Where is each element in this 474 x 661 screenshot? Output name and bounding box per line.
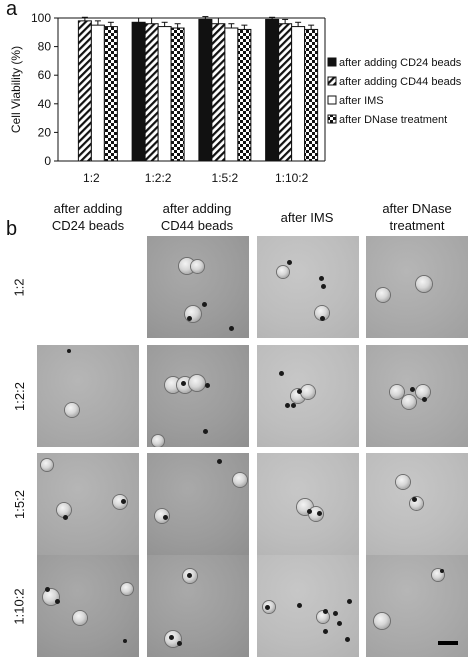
- bar-1-5-2-solid: [198, 18, 213, 162]
- bar-1-5-2-checker: [237, 28, 252, 162]
- panel-b-label: b: [6, 218, 18, 240]
- bar-1-2-2-empty: [157, 26, 172, 162]
- bar-1-10-2-hatch: [278, 23, 293, 162]
- bar-1-10-2-checker: [304, 28, 319, 162]
- legend-entry: after DNase treatment: [339, 114, 447, 126]
- micrograph-1-5-2-cd24: [37, 453, 139, 555]
- bar-1-5-2-hatch: [211, 23, 226, 162]
- micrograph-1-2-dnase: [366, 236, 468, 338]
- x-tick-label: 1:2: [83, 171, 100, 185]
- micrograph-1-2-2-cd44: [147, 345, 249, 447]
- bar-1-2-2-solid: [131, 21, 146, 162]
- micrograph-1-2-ims: [257, 236, 359, 338]
- y-axis-label: Cell Viability (%): [9, 46, 23, 133]
- micrograph-1-2-2-cd24: [37, 345, 139, 447]
- x-tick-label: 1:10:2: [275, 171, 309, 185]
- legend-swatch-hatch: [327, 76, 337, 86]
- micrograph-1-2-2-dnase: [366, 345, 468, 447]
- bar-1-2-2-hatch: [144, 23, 159, 162]
- column-header-cd24: after adding CD24 beads: [51, 201, 125, 233]
- legend-swatch-checker: [327, 114, 337, 124]
- x-tick-label: 1:5:2: [212, 171, 239, 185]
- micrograph-1-5-2-cd44: [147, 453, 249, 555]
- bar-chart: 0 20 40 60 80 100 Cell Viability (%) 1:2 1:2:2 1:…: [9, 11, 462, 185]
- micrograph-1-10-2-dnase: [366, 555, 468, 657]
- micrograph-1-10-2-cd44: [147, 555, 249, 657]
- column-header-dnase: after DNase treatment: [382, 201, 452, 233]
- legend-swatch-empty: [327, 95, 337, 105]
- scale-bar: [438, 641, 458, 645]
- y-tick-label: 40: [38, 97, 52, 111]
- legend-entry: after IMS: [339, 95, 384, 107]
- y-tick-label: 20: [38, 125, 52, 139]
- bar-1-2-checker: [103, 26, 118, 162]
- bar-1-2-empty: [90, 24, 105, 162]
- legend-entry: after adding CD44 beads: [339, 76, 462, 88]
- panel-a-label: a: [6, 0, 18, 20]
- y-tick-label: 60: [38, 68, 52, 82]
- micrograph-1-2-cd44: [147, 236, 249, 338]
- y-tick-label: 80: [38, 40, 52, 54]
- bar-1-2-hatch: [77, 20, 92, 162]
- micrograph-1-2-2-ims: [257, 345, 359, 447]
- legend-swatch-solid: [327, 57, 337, 67]
- micrograph-1-10-2-ims: [257, 555, 359, 657]
- bar-1-10-2-empty: [291, 26, 306, 162]
- bar-1-2-2-checker: [170, 27, 185, 162]
- row-label-1-10-2: 1:10:2: [11, 587, 27, 625]
- y-tick-label: 0: [44, 154, 51, 168]
- column-header-ims: after IMS: [280, 210, 334, 225]
- micrograph-1-10-2-cd24: [37, 555, 139, 657]
- row-label-1-2-2: 1:2:2: [11, 381, 27, 411]
- column-header-cd44: after adding CD44 beads: [160, 201, 234, 233]
- bar-1-5-2-empty: [224, 27, 239, 162]
- bar-1-10-2-solid: [265, 18, 280, 162]
- row-label-1-5-2: 1:5:2: [11, 489, 27, 519]
- legend-entry: after adding CD24 beads: [339, 57, 462, 69]
- x-tick-label: 1:2:2: [145, 171, 172, 185]
- y-tick-label: 100: [31, 11, 51, 25]
- micrograph-1-5-2-dnase: [366, 453, 468, 555]
- micrograph-1-5-2-ims: [257, 453, 359, 555]
- row-label-1-2: 1:2: [11, 277, 27, 297]
